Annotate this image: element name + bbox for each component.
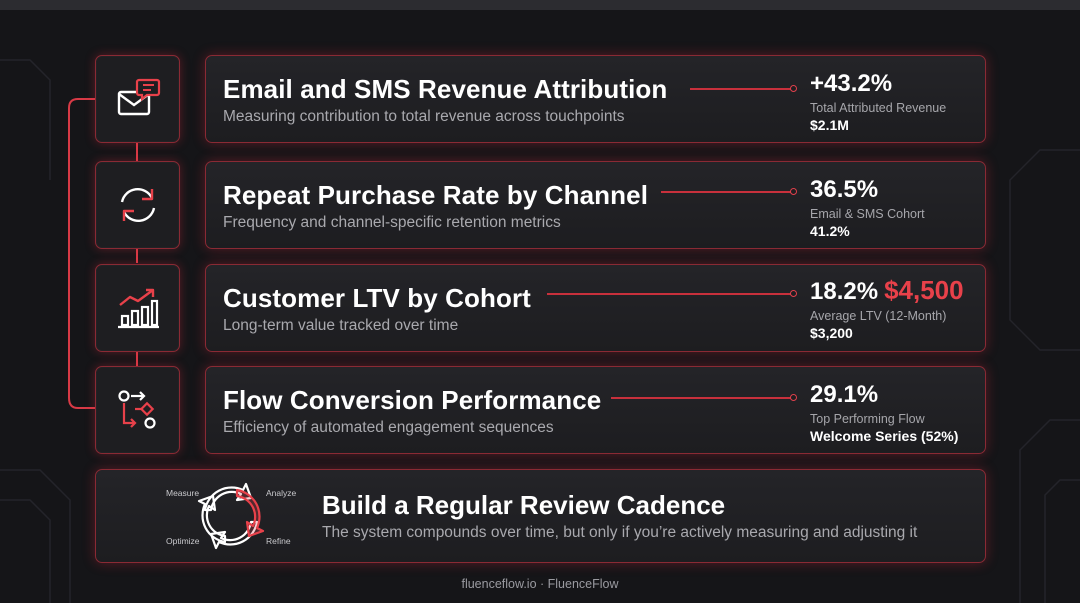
leader-line <box>547 293 792 295</box>
leader-dot <box>790 290 797 297</box>
growth-chart-icon <box>95 264 180 352</box>
metric-detail: $2.1M <box>810 117 849 133</box>
metric-percent: 18.2% <box>810 278 879 305</box>
metric-value: +43.2% <box>810 70 893 97</box>
metric-label: Average LTV (12-Month) <box>810 309 947 323</box>
row-title: Repeat Purchase Rate by Channel <box>223 180 649 210</box>
metric-label: Total Attributed Revenue <box>810 101 947 115</box>
row-card-repeat-purchase: Repeat Purchase Rate by Channel Frequenc… <box>205 161 986 249</box>
leader-line <box>611 397 792 399</box>
cycle-label-optimize: Optimize <box>166 536 200 546</box>
leader-line <box>690 88 792 90</box>
metric-value: 29.1% <box>810 381 879 408</box>
row-subtitle: Measuring contribution to total revenue … <box>223 108 625 125</box>
metric-value: 36.5% <box>810 176 879 203</box>
metric-label: Top Performing Flow <box>810 412 925 426</box>
footer-credit: fluenceflow.io · FluenceFlow <box>461 577 619 591</box>
metric-detail: 41.2% <box>810 223 850 239</box>
cycle-label-measure: Measure <box>166 488 200 498</box>
row-title: Customer LTV by Cohort <box>223 283 531 313</box>
metric-detail: $3,200 <box>810 325 853 341</box>
leader-dot <box>790 188 797 195</box>
refresh-cycle-icon <box>95 161 180 249</box>
metric-block: +43.2% Total Attributed Revenue $2.1M <box>810 70 946 134</box>
cycle-label-analyze: Analyze <box>266 488 297 498</box>
review-cadence-subtitle: The system compounds over time, but only… <box>322 524 918 541</box>
review-cadence-title: Build a Regular Review Cadence <box>322 490 726 520</box>
metric-label: Email & SMS Cohort <box>810 207 925 221</box>
metric-value: 18.2% $4,500 <box>810 276 964 306</box>
row-card-customer-ltv: Customer LTV by Cohort Long-term value t… <box>205 264 986 352</box>
email-sms-icon <box>95 55 180 143</box>
leader-dot <box>790 394 797 401</box>
metric-block: 36.5% Email & SMS Cohort 41.2% <box>810 176 925 240</box>
leader-dot <box>790 85 797 92</box>
row-title: Email and SMS Revenue Attribution <box>223 74 668 104</box>
review-cadence-card: Measure Analyze Optimize Refine Build a … <box>95 469 986 563</box>
row-title: Flow Conversion Performance <box>223 385 602 415</box>
flow-diagram-icon <box>95 366 180 454</box>
row-subtitle: Efficiency of automated engagement seque… <box>223 419 554 436</box>
row-subtitle: Long-term value tracked over time <box>223 317 459 334</box>
leader-line <box>661 191 792 193</box>
row-subtitle: Frequency and channel-specific retention… <box>223 214 561 231</box>
metric-block: 18.2% $4,500 Average LTV (12-Month) $3,20… <box>810 276 964 342</box>
metric-detail: Welcome Series (52%) <box>810 428 959 444</box>
row-card-revenue-attribution: Email and SMS Revenue Attribution Measur… <box>205 55 986 143</box>
metric-block: 29.1% Top Performing Flow Welcome Series… <box>810 381 958 445</box>
metric-accent-value: $4,500 <box>884 275 964 305</box>
row-card-flow-conversion: Flow Conversion Performance Efficiency o… <box>205 366 986 454</box>
review-cycle-icon <box>197 482 265 550</box>
top-bar <box>0 0 1080 10</box>
cycle-label-refine: Refine <box>266 536 291 546</box>
